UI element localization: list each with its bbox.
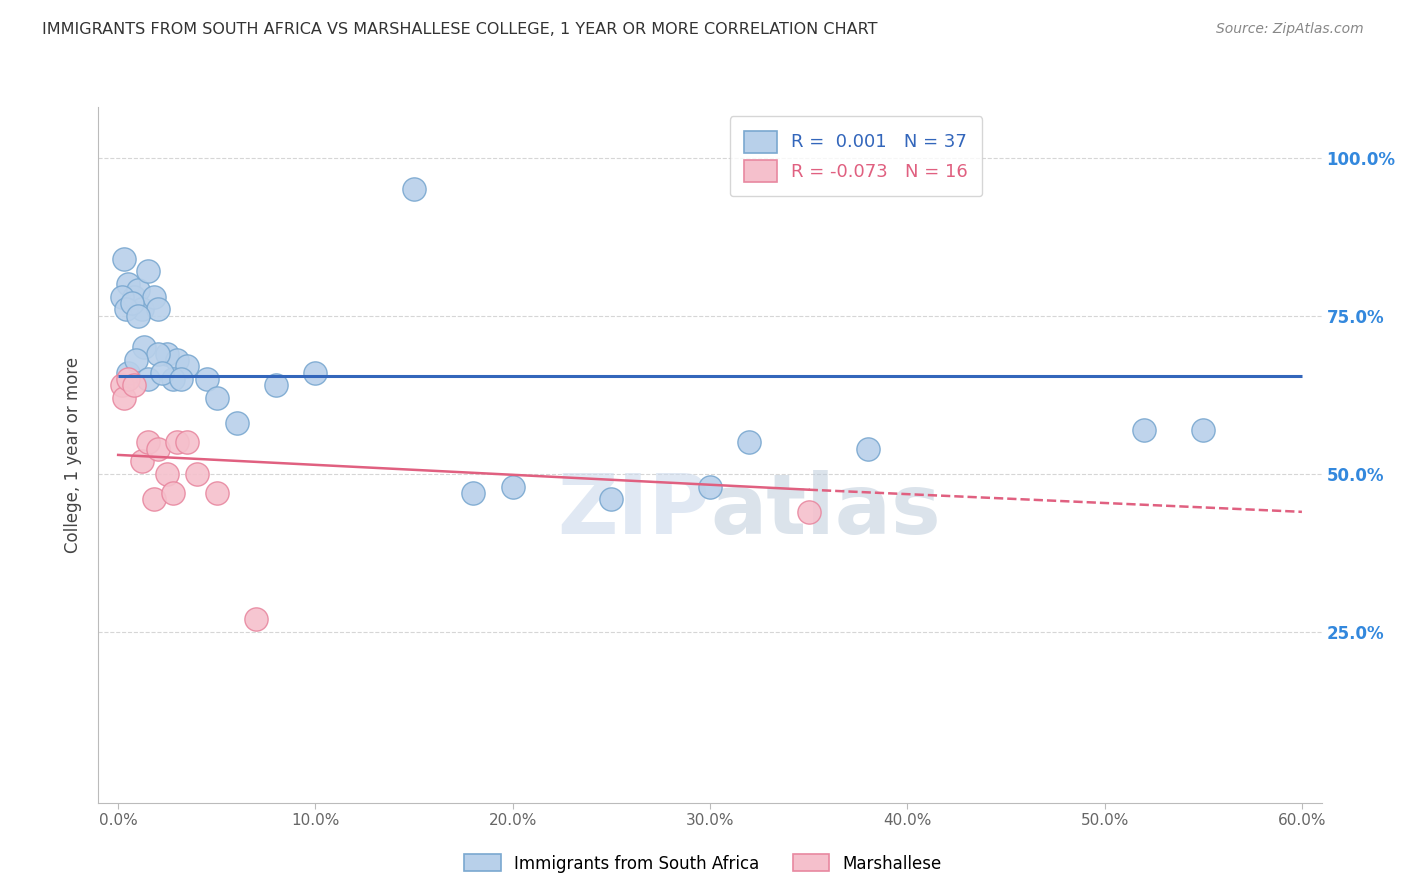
Point <box>111 378 134 392</box>
Point <box>156 467 179 481</box>
Point <box>1192 423 1215 437</box>
Legend: R =  0.001   N = 37, R = -0.073   N = 16: R = 0.001 N = 37, R = -0.073 N = 16 <box>730 116 983 196</box>
Point <box>136 435 159 450</box>
Point <box>463 486 485 500</box>
Point <box>176 359 198 374</box>
Point <box>136 372 159 386</box>
Point <box>112 391 135 405</box>
Point <box>131 454 153 468</box>
Text: ZIP: ZIP <box>558 470 710 551</box>
Point <box>122 378 145 392</box>
Point <box>205 486 228 500</box>
Point <box>117 366 139 380</box>
Point <box>162 372 184 386</box>
Point <box>131 302 153 317</box>
Point <box>166 353 188 368</box>
Point <box>117 372 139 386</box>
Point <box>738 435 761 450</box>
Point <box>176 435 198 450</box>
Point <box>856 442 879 456</box>
Point <box>162 486 184 500</box>
Point <box>142 492 165 507</box>
Point <box>112 252 135 266</box>
Point <box>225 417 247 431</box>
Y-axis label: College, 1 year or more: College, 1 year or more <box>65 357 83 553</box>
Point <box>117 277 139 292</box>
Point <box>205 391 228 405</box>
Point <box>156 347 179 361</box>
Point <box>127 284 149 298</box>
Point <box>146 302 169 317</box>
Point <box>111 290 134 304</box>
Point <box>132 340 155 354</box>
Text: IMMIGRANTS FROM SOUTH AFRICA VS MARSHALLESE COLLEGE, 1 YEAR OR MORE CORRELATION : IMMIGRANTS FROM SOUTH AFRICA VS MARSHALL… <box>42 22 877 37</box>
Point <box>150 366 173 380</box>
Text: atlas: atlas <box>710 470 941 551</box>
Point <box>125 353 148 368</box>
Text: Source: ZipAtlas.com: Source: ZipAtlas.com <box>1216 22 1364 37</box>
Point <box>1133 423 1156 437</box>
Point <box>186 467 208 481</box>
Point <box>195 372 218 386</box>
Point <box>245 612 267 626</box>
Legend: Immigrants from South Africa, Marshallese: Immigrants from South Africa, Marshalles… <box>457 847 949 880</box>
Point <box>404 182 426 196</box>
Point <box>170 372 193 386</box>
Point <box>600 492 623 507</box>
Point <box>127 309 149 323</box>
Point <box>699 479 721 493</box>
Point <box>136 264 159 278</box>
Point <box>502 479 524 493</box>
Point <box>115 302 138 317</box>
Point <box>166 435 188 450</box>
Point <box>122 290 145 304</box>
Point <box>121 296 143 310</box>
Point <box>304 366 326 380</box>
Point <box>146 347 169 361</box>
Point <box>264 378 287 392</box>
Point <box>146 442 169 456</box>
Point <box>797 505 820 519</box>
Point <box>142 290 165 304</box>
